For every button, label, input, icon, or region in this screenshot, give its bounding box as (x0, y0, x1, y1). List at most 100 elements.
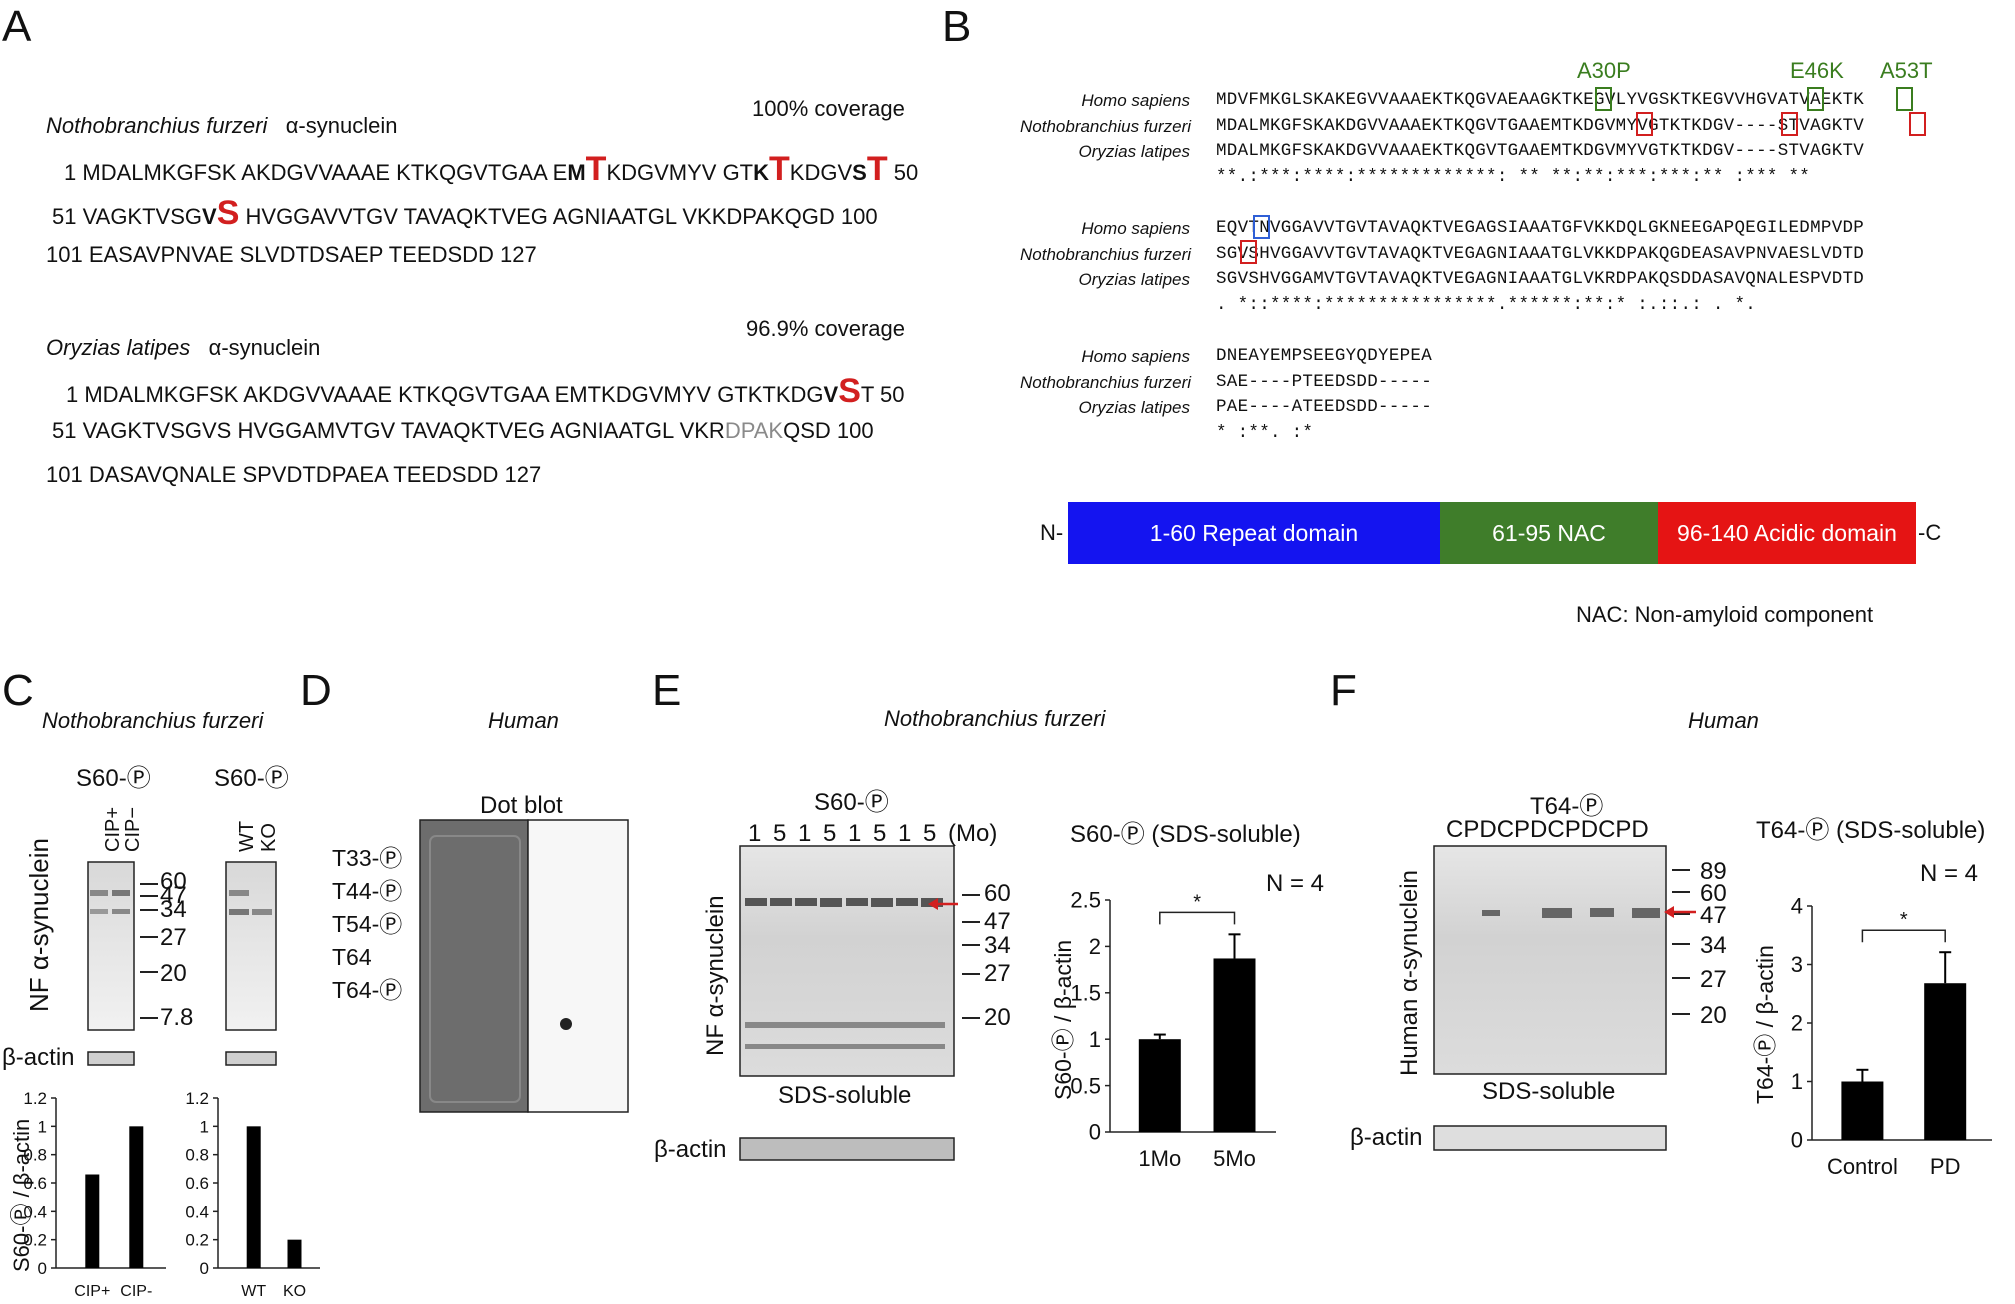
y-tick-label: 1 (1089, 1027, 1101, 1052)
species-ol: Oryzias latipes (1078, 270, 1190, 289)
y-tick-label: 0.2 (23, 1231, 47, 1250)
c-blot1-membrane (87, 861, 135, 1031)
ol-l2-post: QSD 100 (783, 418, 874, 443)
c-marker: 47 (160, 882, 187, 909)
bar (1841, 1081, 1884, 1140)
e-blot-membrane (739, 845, 955, 1077)
y-tick-label: 2 (1791, 1011, 1803, 1036)
c-marker-ticks (140, 883, 158, 1019)
bar (287, 1239, 302, 1268)
f-marker: 27 (1700, 966, 1727, 993)
align-block1: MDVFMKGLSKAKEGVVAAAEKTKQGVAEAAGKTKEGVLYV… (1216, 88, 1864, 190)
y-tick-label: 0.6 (185, 1174, 209, 1193)
ol-species: Oryzias latipes (46, 335, 191, 360)
f-lane: PD (1564, 816, 1599, 843)
d-species: Human (488, 708, 559, 733)
panel-d-label: D (300, 666, 332, 715)
c-blot2-band (229, 909, 249, 915)
f-lane: C (1446, 816, 1464, 843)
nf-l1-bold2: K (753, 160, 770, 185)
species-ol: Oryzias latipes (1078, 142, 1190, 161)
category-label: 5Mo (1213, 1146, 1256, 1171)
f-lane: C (1496, 816, 1515, 843)
chart-c-cip: 0 0.2 0.4 0.6 0.8 1 1.2 CIP+ CIP- (23, 1089, 166, 1300)
nf-protein: α-synuclein (285, 113, 398, 138)
align-nf-1: MDALMKGFSKAKDGVVAAAEKTKQGVTGAAEMTKDGVMYV… (1216, 115, 1865, 136)
f-blot-ylabel: Human α-synuclein (1396, 870, 1423, 1076)
f-lane: C (1547, 816, 1565, 843)
f-chart-title: T64-Ⓟ (SDS-soluble) (1756, 817, 1986, 844)
nf-l1-pre: MDALMKGFSK AKDGVVAAAE KTKQGVTGAA E (82, 160, 568, 185)
align-hs-1: MDVFMKGLSKAKEGVVAAAEKTKQGVAEAAGKTKEGVLYV… (1216, 90, 1865, 110)
ol-l2-grey: DPAK (724, 418, 784, 443)
bar (1924, 983, 1967, 1140)
species-ol: Oryzias latipes (1078, 398, 1190, 417)
c-marker: 34 (160, 896, 187, 923)
e-blot-title: S60-Ⓟ (814, 789, 889, 816)
e-lane-labels: 1 5 1 5 1 5 1 5 (Mo) (748, 820, 997, 848)
c-blot1-band (112, 909, 130, 914)
y-tick-label: 0.4 (185, 1202, 209, 1221)
align-species-block3: Homo sapiens Nothobranchius furzeri Oryz… (1020, 344, 1192, 421)
align-hs-2: EQVTNVGGAVVTGVTAVAQKTVEGAGSIAAATGFVKKDQL… (1216, 218, 1865, 238)
e-lane: 5 (773, 820, 787, 847)
nf-seq-line1: 1 MDALMKGFSK AKDGVVAAAE KTKQGVTGAA EMTKD… (64, 150, 918, 189)
e-blot-ylabel: NF α-synuclein (702, 895, 729, 1056)
nf-l1-mid2: KDGV (789, 160, 853, 185)
c-blot1-band (112, 890, 130, 896)
f-marker: 34 (1700, 932, 1727, 959)
y-tick-label: 3 (1791, 952, 1803, 977)
d-blot-dark (419, 819, 529, 1113)
d-row-label: T54-Ⓟ (332, 911, 403, 937)
d-row-labels: T33-Ⓟ T44-Ⓟ T54-Ⓟ T64 T64-Ⓟ (332, 842, 402, 1007)
e-actin (739, 1137, 955, 1161)
c-blot1-title: S60-Ⓟ (76, 765, 151, 792)
category-label: CIP+ (74, 1283, 110, 1300)
f-blot-membrane (1433, 845, 1667, 1075)
y-tick-label: 0.4 (23, 1202, 47, 1221)
species-nf: Nothobranchius furzeri (1020, 372, 1192, 392)
species-nf: Nothobranchius furzeri (1020, 116, 1192, 136)
e-marker-ticks (962, 894, 980, 1019)
y-tick-label: 1 (38, 1117, 47, 1136)
mut-a53t: A53T (1880, 58, 1933, 83)
c-actin2 (225, 1051, 277, 1066)
e-lane: 1 (848, 820, 862, 847)
f-chart-ylabel: T64-Ⓟ / β-actin (1752, 945, 1778, 1104)
c-marker: 60 (160, 868, 187, 895)
e-arrow-icon (928, 898, 958, 910)
chart-c-ko: 0 0.2 0.4 0.6 0.8 1 1.2 WT KO (185, 1089, 320, 1300)
align-cons-2: . *::****:****************.******:**:* :… (1216, 294, 1757, 315)
category-label: CIP- (120, 1283, 152, 1300)
domain-c-term: -C (1918, 520, 1942, 545)
bar (1213, 958, 1256, 1132)
f-n-label: N = 4 (1920, 860, 1979, 887)
align-nf-3: SAE----PTEEDSDD----- (1216, 371, 1433, 392)
c-blot2-band (252, 909, 272, 915)
c-species: Nothobranchius furzeri (42, 708, 264, 733)
y-tick-label: 1.2 (185, 1089, 209, 1108)
ol-l1-red: S (838, 372, 861, 410)
f-marker: 20 (1700, 1002, 1727, 1029)
d-blot-light (527, 819, 629, 1113)
ol-l1-pre: 1 MDALMKGFSK AKDGVVAAAE KTKQGVTGAA EMTKD… (66, 382, 824, 407)
ol-seq-line2: 51 VAGKTVSGVS HVGGAMVTGV TAVAQKTVEG AGNI… (52, 418, 874, 444)
significance-star: * (1193, 891, 1201, 913)
f-marker-ticks (1672, 869, 1690, 1015)
align-ol-3: PAE----ATEEDSDD----- (1216, 397, 1433, 417)
ol-coverage: 96.9% coverage (746, 316, 905, 341)
f-arrow-icon (1664, 906, 1696, 918)
species-nf: Nothobranchius furzeri (1020, 244, 1192, 264)
e-blot-lowbands (745, 1022, 945, 1049)
y-tick-label: 0 (200, 1259, 209, 1278)
ol-seq-line3: 101 DASAVQNALE SPVDTDPAEA TEEDSDD 127 (46, 462, 542, 487)
significance-bracket (1861, 929, 1946, 943)
mut-e46k: E46K (1790, 58, 1844, 83)
bar (129, 1126, 144, 1268)
e-lane: 5 (823, 820, 837, 847)
align-ol-2: SGVSHVGGAMVTGVTAVAQKTVEGAGNIAAATGLVKRDPA… (1216, 269, 1865, 289)
c-marker: 27 (160, 924, 187, 951)
f-lane: C (1598, 816, 1616, 843)
nf-l1-bold3: S (852, 160, 867, 185)
